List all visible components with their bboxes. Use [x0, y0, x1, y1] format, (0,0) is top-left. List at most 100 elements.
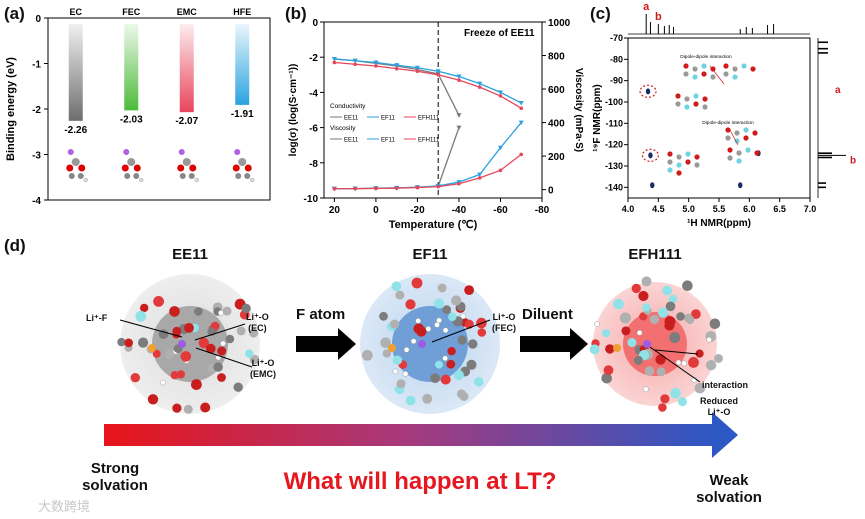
atom-c: [732, 66, 738, 72]
atom-d: [682, 280, 693, 291]
atom-c2-a: [124, 173, 131, 179]
atom-d: [603, 365, 614, 376]
atom-li-a: [123, 149, 130, 155]
series-line-conductivity-ef11: [334, 58, 522, 104]
ylabel-c: ¹⁹F NMR(ppm): [592, 84, 603, 152]
solvation-gradient-arrow: [104, 412, 738, 458]
legend-conductivity-label-b: EFH111: [418, 116, 440, 122]
atom-c: [683, 71, 689, 77]
atom-d: [437, 283, 447, 293]
point-b: [415, 185, 420, 190]
atom-d: [442, 327, 449, 334]
atom-d: [678, 397, 687, 407]
atom-d: [639, 312, 648, 321]
atom-c-a: [127, 158, 136, 166]
atom-d: [446, 359, 456, 369]
ytick-left-label-b: -4: [309, 88, 318, 99]
label-reduced-li-o-2: Li⁺-O: [707, 407, 731, 417]
dipole-link-1: [709, 65, 725, 85]
atom-c: [667, 167, 673, 173]
bar-a-hfe: [235, 24, 250, 105]
atom-d: [395, 290, 405, 300]
category-label-a: HFE: [233, 7, 251, 17]
atom-o2-a: [133, 164, 141, 172]
atom-c: [694, 154, 700, 160]
atom-li-d: [178, 340, 186, 348]
category-label-a: FEC: [122, 7, 141, 17]
atom-d: [233, 382, 243, 392]
atom-d: [633, 355, 643, 365]
point-b: [373, 60, 379, 65]
atom-d: [464, 285, 474, 295]
atom-d: [415, 318, 422, 324]
atom-d: [442, 305, 452, 315]
atom-c: [741, 63, 747, 69]
ytick-right-label-b: 1000: [548, 18, 571, 29]
point-b: [497, 90, 503, 95]
xtick-label-c: 4.0: [622, 204, 635, 214]
atom-o-a: [232, 164, 240, 172]
atom-d: [681, 360, 687, 367]
atom-d: [670, 388, 681, 399]
xtick-label-c: 6.5: [773, 204, 786, 214]
atom-c: [732, 74, 738, 80]
point-b: [394, 63, 400, 68]
cross-peak-c: [650, 182, 655, 189]
atom-d: [660, 394, 670, 404]
legend-conductivity-label-b: EF11: [381, 116, 396, 122]
point-b: [436, 73, 440, 77]
atom-d: [183, 404, 193, 414]
atom-d: [180, 351, 192, 362]
label-reduced-li-o: Reduced Li⁺-O: [700, 396, 738, 418]
atom-d: [706, 336, 712, 343]
atom-h-a: [194, 177, 199, 183]
atom-d: [220, 340, 226, 347]
cluster-ef11: [360, 274, 500, 414]
atom-d: [440, 374, 451, 385]
label-li-o-emc-2: (EMC): [250, 369, 276, 379]
label-f-atom: F atom: [296, 306, 346, 323]
atom-d: [601, 329, 611, 338]
atom-d: [124, 338, 133, 348]
atom-c: [693, 93, 699, 99]
label-li-o-fec-2: (FEC): [492, 323, 516, 333]
atom-d: [405, 395, 416, 406]
atom-d: [217, 346, 227, 356]
atom-d: [466, 359, 477, 370]
panel-label-b: (b): [285, 4, 307, 23]
xtick-label-b: -60: [493, 205, 508, 216]
atom-d: [436, 317, 442, 324]
atom-li-a: [178, 149, 185, 155]
panel-label-a: (a): [4, 4, 25, 23]
label-diluent: Diluent: [522, 306, 573, 323]
point-b: [353, 62, 357, 67]
atom-d: [176, 370, 185, 379]
atom-d: [361, 349, 373, 361]
atom-d: [665, 301, 676, 312]
atom-d: [453, 370, 464, 380]
cross-peak-c: [648, 152, 653, 159]
atom-d: [200, 402, 211, 413]
atom-d: [613, 298, 624, 310]
bar-a-ec: [68, 24, 83, 121]
category-label-a: EC: [69, 7, 82, 17]
atom-d: [619, 312, 631, 324]
xtick-label-b: 20: [329, 205, 341, 216]
ytick-label-c: -80: [610, 54, 623, 64]
label-li-o-ec: Li⁺-O (EC): [246, 312, 269, 334]
atom-d: [158, 329, 169, 339]
atom-d: [391, 281, 402, 292]
atom-c3-a: [188, 173, 195, 179]
atom-d: [138, 337, 149, 348]
point-b: [456, 113, 462, 118]
xtick-label-c: 7.0: [804, 204, 817, 214]
atom-c: [723, 63, 729, 69]
atom-d: [382, 349, 392, 358]
atom-d: [657, 307, 669, 318]
atom-d: [147, 394, 159, 405]
atom-h-a: [139, 177, 144, 183]
xtick-label-c: 4.5: [652, 204, 665, 214]
atom-o-a: [177, 164, 185, 172]
state-title-efh111: EFH111: [628, 246, 682, 263]
atom-o-a: [66, 164, 74, 172]
